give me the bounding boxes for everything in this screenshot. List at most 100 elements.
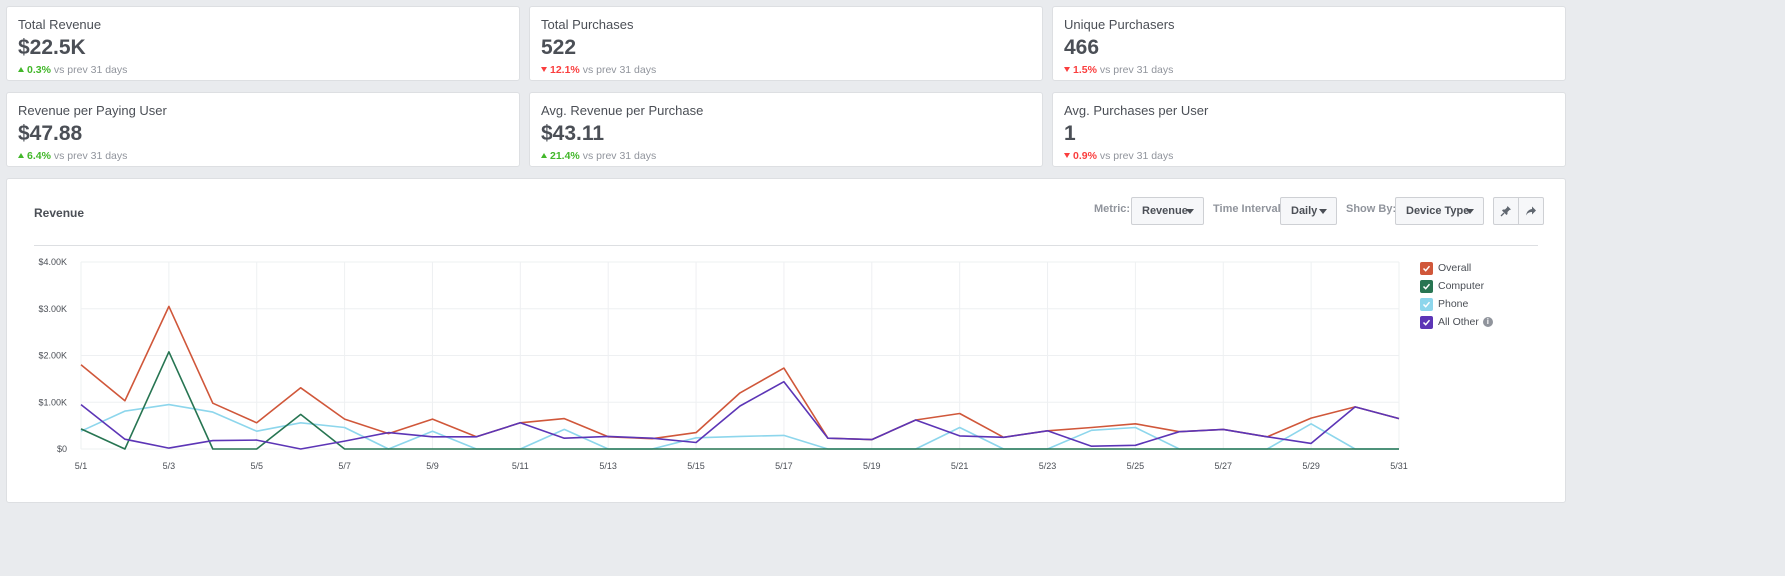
time-interval-dropdown-value: Daily	[1291, 205, 1318, 217]
kpi-delta-pct: 21.4%	[550, 150, 580, 162]
show-by-dropdown[interactable]: Device Type	[1395, 197, 1484, 225]
kpi-value: 1	[1064, 122, 1076, 145]
kpi-label: Revenue per Paying User	[18, 103, 167, 118]
share-icon	[1526, 206, 1536, 216]
metric-label: Metric:	[1094, 203, 1131, 215]
y-tick-label: $2.00K	[38, 351, 67, 361]
x-tick-label: 5/9	[426, 461, 439, 471]
checkbox-checked-icon	[1420, 297, 1433, 311]
kpi-card-unique-purchasers: Unique Purchasers 466 1.5% vs prev 31 da…	[1052, 6, 1566, 81]
info-icon[interactable]: i	[1482, 317, 1493, 327]
y-tick-label: $0	[57, 444, 67, 454]
arrow-down-icon	[1064, 153, 1070, 158]
revenue-line-chart: $0 $1.00K $2.00K $3.00K $4.00K 5/1 5/3 5/5 5/7 5/…	[38, 257, 1408, 471]
x-tick-label: 5/19	[863, 461, 881, 471]
kpi-card-avg-purchases-per-user: Avg. Purchases per User 1 0.9% vs prev 3…	[1052, 92, 1566, 167]
arrow-down-icon	[1064, 67, 1070, 72]
checkbox-checked-icon	[1420, 279, 1433, 293]
legend-item-computer[interactable]: Computer	[1420, 277, 1493, 295]
kpi-delta-suffix: vs prev 31 days	[53, 64, 128, 76]
caret-down-icon	[1319, 209, 1327, 214]
series-line-all-other	[80, 380, 1400, 450]
kpi-delta-pct: 1.5%	[1073, 64, 1097, 76]
kpi-label: Total Revenue	[18, 17, 102, 32]
x-tick-label: 5/3	[163, 461, 176, 471]
share-button[interactable]	[1518, 197, 1544, 225]
kpi-card-revenue-per-paying-user: Revenue per Paying User $47.88 6.4% vs p…	[6, 92, 520, 167]
y-tick-label: $3.00K	[38, 304, 67, 314]
kpi-delta: 21.4% vs prev 31 days	[541, 149, 1031, 163]
series-line-phone	[80, 403, 1399, 450]
metric-dropdown[interactable]: Revenue	[1131, 197, 1204, 225]
legend-item-overall[interactable]: Overall	[1420, 259, 1493, 277]
kpi-delta-suffix: vs prev 31 days	[53, 150, 128, 162]
x-tick-label: 5/7	[338, 461, 351, 471]
y-tick-label: $4.00K	[38, 257, 67, 267]
x-tick-label: 5/17	[775, 461, 793, 471]
kpi-delta-pct: 0.3%	[27, 64, 51, 76]
legend-label: Overall	[1438, 262, 1472, 274]
chart-title: Revenue	[34, 206, 85, 220]
header-divider	[34, 245, 1538, 246]
kpi-card-total-purchases: Total Purchases 522 12.1% vs prev 31 day…	[529, 6, 1043, 81]
caret-down-icon	[1466, 209, 1474, 214]
kpi-delta-suffix: vs prev 31 days	[1099, 64, 1174, 76]
series-line-overall	[80, 305, 1400, 441]
kpi-value: 522	[541, 36, 577, 59]
kpi-delta: 0.3% vs prev 31 days	[18, 63, 508, 77]
legend-label: Computer	[1438, 280, 1485, 292]
x-tick-label: 5/31	[1390, 461, 1408, 471]
kpi-card-avg-revenue-per-purchase: Avg. Revenue per Purchase $43.11 21.4% v…	[529, 92, 1043, 167]
pin-icon	[1500, 206, 1511, 217]
metric-dropdown-value: Revenue	[1142, 205, 1188, 217]
y-tick-label: $1.00K	[38, 397, 67, 407]
arrow-up-icon	[541, 153, 547, 158]
x-tick-label: 5/27	[1215, 461, 1233, 471]
x-tick-label: 5/25	[1127, 461, 1145, 471]
time-interval-dropdown[interactable]: Daily	[1280, 197, 1337, 225]
kpi-delta-suffix: vs prev 31 days	[582, 64, 657, 76]
x-tick-label: 5/29	[1302, 461, 1320, 471]
kpi-delta-suffix: vs prev 31 days	[1099, 150, 1174, 162]
legend-item-phone[interactable]: Phone	[1420, 295, 1493, 313]
kpi-delta: 12.1% vs prev 31 days	[541, 63, 1031, 77]
show-by-label: Show By:	[1346, 203, 1397, 215]
caret-down-icon	[1186, 209, 1194, 214]
x-tick-label: 5/5	[250, 461, 263, 471]
x-tick-label: 5/1	[75, 461, 88, 471]
legend-item-all-other[interactable]: All Other i	[1420, 313, 1493, 331]
revenue-chart-panel: Revenue Metric: Revenue Time Interval: D…	[6, 178, 1566, 503]
arrow-down-icon	[541, 67, 547, 72]
checkbox-checked-icon	[1420, 261, 1433, 275]
kpi-label: Avg. Purchases per User	[1064, 103, 1209, 118]
pin-button[interactable]	[1493, 197, 1519, 225]
kpi-label: Total Purchases	[541, 17, 634, 32]
kpi-value: $22.5K	[18, 36, 86, 59]
kpi-delta-pct: 12.1%	[550, 64, 580, 76]
checkbox-checked-icon	[1420, 315, 1433, 329]
kpi-label: Unique Purchasers	[1064, 17, 1175, 32]
chart-legend: Overall Computer Phone All Other i	[1420, 259, 1493, 331]
x-tick-label: 5/13	[599, 461, 617, 471]
kpi-value: $43.11	[541, 122, 605, 145]
x-tick-label: 5/23	[1039, 461, 1057, 471]
time-interval-label: Time Interval:	[1213, 203, 1285, 215]
legend-label: All Other	[1438, 316, 1479, 328]
arrow-up-icon	[18, 67, 24, 72]
kpi-delta: 0.9% vs prev 31 days	[1064, 149, 1554, 163]
legend-label: Phone	[1438, 298, 1469, 310]
kpi-delta-pct: 6.4%	[27, 150, 51, 162]
show-by-dropdown-value: Device Type	[1406, 205, 1470, 217]
kpi-value: 466	[1064, 36, 1100, 59]
x-tick-label: 5/21	[951, 461, 969, 471]
arrow-up-icon	[18, 153, 24, 158]
kpi-label: Avg. Revenue per Purchase	[541, 103, 704, 118]
x-tick-label: 5/11	[512, 461, 529, 471]
kpi-delta-suffix: vs prev 31 days	[582, 150, 657, 162]
kpi-delta: 6.4% vs prev 31 days	[18, 149, 508, 163]
kpi-delta-pct: 0.9%	[1073, 150, 1097, 162]
kpi-value: $47.88	[18, 122, 83, 145]
kpi-card-total-revenue: Total Revenue $22.5K 0.3% vs prev 31 day…	[6, 6, 520, 81]
series-line-computer	[80, 351, 1399, 450]
x-tick-label: 5/15	[687, 461, 705, 471]
